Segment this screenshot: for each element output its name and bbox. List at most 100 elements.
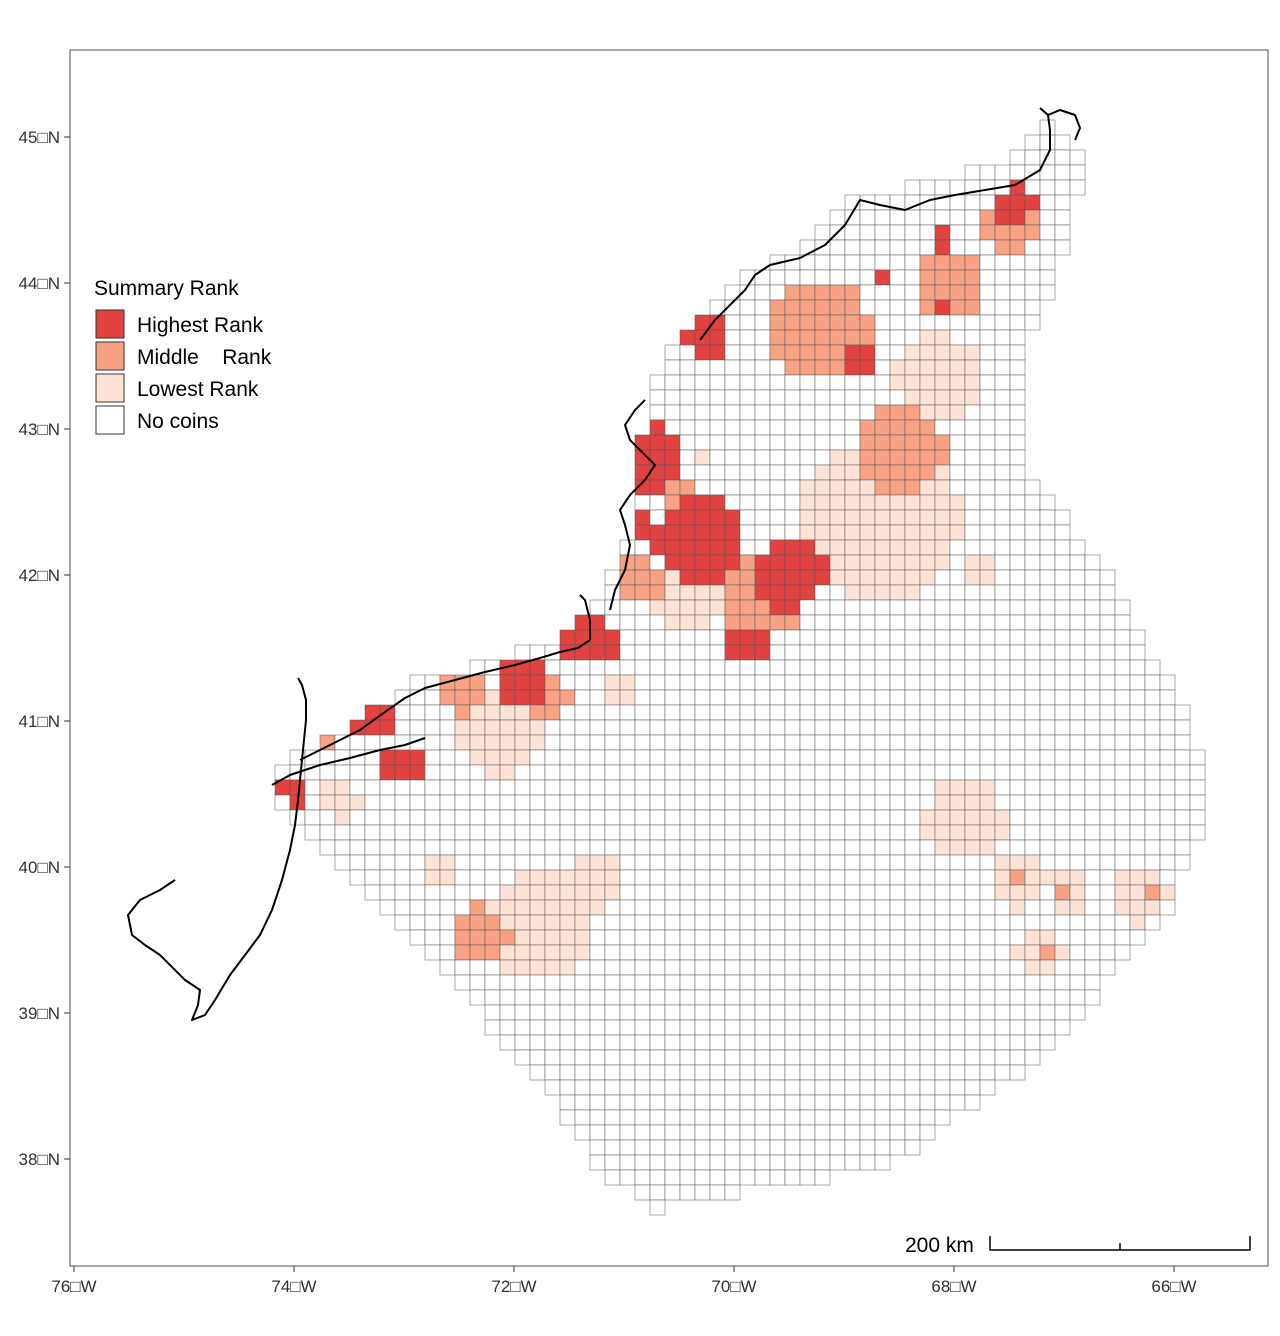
grid-cell: [889, 509, 906, 526]
grid-cell: [949, 449, 966, 466]
grid-cell: [664, 614, 681, 631]
grid-cell: [799, 989, 816, 1006]
grid-cell: [544, 929, 561, 946]
grid-cell: [829, 554, 846, 571]
grid-cell: [619, 1094, 636, 1111]
grid-cell: [679, 524, 696, 541]
grid-cell: [829, 524, 846, 541]
grid-cell: [694, 1019, 711, 1036]
grid-cell: [769, 869, 786, 886]
grid-cell: [1129, 689, 1146, 706]
grid-cell: [949, 884, 966, 901]
grid-cell: [769, 1169, 786, 1186]
grid-cell: [1159, 854, 1176, 871]
grid-cell: [739, 944, 756, 961]
grid-cell: [844, 239, 861, 256]
grid-cell: [964, 374, 981, 391]
grid-cell: [934, 659, 951, 676]
grid-cell: [829, 1094, 846, 1111]
grid-cell: [844, 584, 861, 601]
grid-cell: [829, 614, 846, 631]
grid-cell: [1069, 779, 1086, 796]
grid-cell: [934, 419, 951, 436]
grid-cell: [589, 629, 606, 646]
grid-cell: [664, 1109, 681, 1126]
grid-cell: [814, 554, 831, 571]
grid-cell: [574, 779, 591, 796]
grid-cell: [664, 779, 681, 796]
grid-cell: [409, 749, 426, 766]
grid-cell: [1114, 794, 1131, 811]
grid-cell: [799, 629, 816, 646]
grid-cell: [664, 854, 681, 871]
grid-cell: [919, 419, 936, 436]
grid-cell: [949, 989, 966, 1006]
grid-cell: [814, 1034, 831, 1051]
grid-cell: [859, 1034, 876, 1051]
grid-cell: [619, 794, 636, 811]
grid-cell: [754, 839, 771, 856]
grid-cell: [574, 734, 591, 751]
grid-cell: [964, 779, 981, 796]
grid-cell: [469, 839, 486, 856]
grid-cell: [919, 854, 936, 871]
grid-cell: [979, 884, 996, 901]
grid-cell: [514, 1049, 531, 1066]
grid-cell: [1069, 164, 1086, 181]
grid-cell: [1024, 614, 1041, 631]
grid-cell: [964, 914, 981, 931]
grid-cell: [664, 434, 681, 451]
grid-cell: [904, 839, 921, 856]
grid-cell: [1084, 749, 1101, 766]
grid-cell: [499, 674, 516, 691]
grid-cell: [844, 314, 861, 331]
grid-cell: [739, 584, 756, 601]
grid-cell: [964, 599, 981, 616]
grid-cell: [634, 539, 651, 556]
grid-cell: [439, 794, 456, 811]
grid-cell: [664, 1139, 681, 1156]
grid-cell: [979, 329, 996, 346]
grid-cell: [814, 359, 831, 376]
grid-cell: [484, 869, 501, 886]
grid-cell: [709, 839, 726, 856]
grid-cell: [769, 374, 786, 391]
grid-cell: [319, 734, 336, 751]
grid-cell: [1129, 779, 1146, 796]
grid-cell: [529, 914, 546, 931]
grid-cell: [469, 869, 486, 886]
grid-cell: [859, 1094, 876, 1111]
grid-cell: [664, 869, 681, 886]
grid-cell: [844, 374, 861, 391]
grid-cell: [529, 929, 546, 946]
grid-cell: [799, 389, 816, 406]
grid-cell: [739, 764, 756, 781]
grid-cell: [814, 1109, 831, 1126]
grid-cell: [1084, 959, 1101, 976]
grid-cell: [1114, 779, 1131, 796]
grid-cell: [934, 719, 951, 736]
grid-cell: [964, 434, 981, 451]
grid-cell: [709, 329, 726, 346]
grid-cell: [889, 539, 906, 556]
grid-cell: [799, 524, 816, 541]
grid-cell: [874, 299, 891, 316]
grid-cell: [589, 839, 606, 856]
grid-cell: [964, 1049, 981, 1066]
grid-cell: [1024, 1049, 1041, 1066]
grid-cell: [874, 944, 891, 961]
grid-cell: [784, 1139, 801, 1156]
grid-cell: [1099, 899, 1116, 916]
grid-cell: [964, 674, 981, 691]
grid-cell: [799, 1019, 816, 1036]
grid-cell: [514, 674, 531, 691]
grid-cell: [529, 719, 546, 736]
grid-cell: [709, 539, 726, 556]
grid-cell: [994, 164, 1011, 181]
grid-cell: [919, 224, 936, 241]
grid-cell: [574, 764, 591, 781]
grid-cell: [919, 539, 936, 556]
grid-cell: [934, 179, 951, 196]
grid-cell: [679, 839, 696, 856]
